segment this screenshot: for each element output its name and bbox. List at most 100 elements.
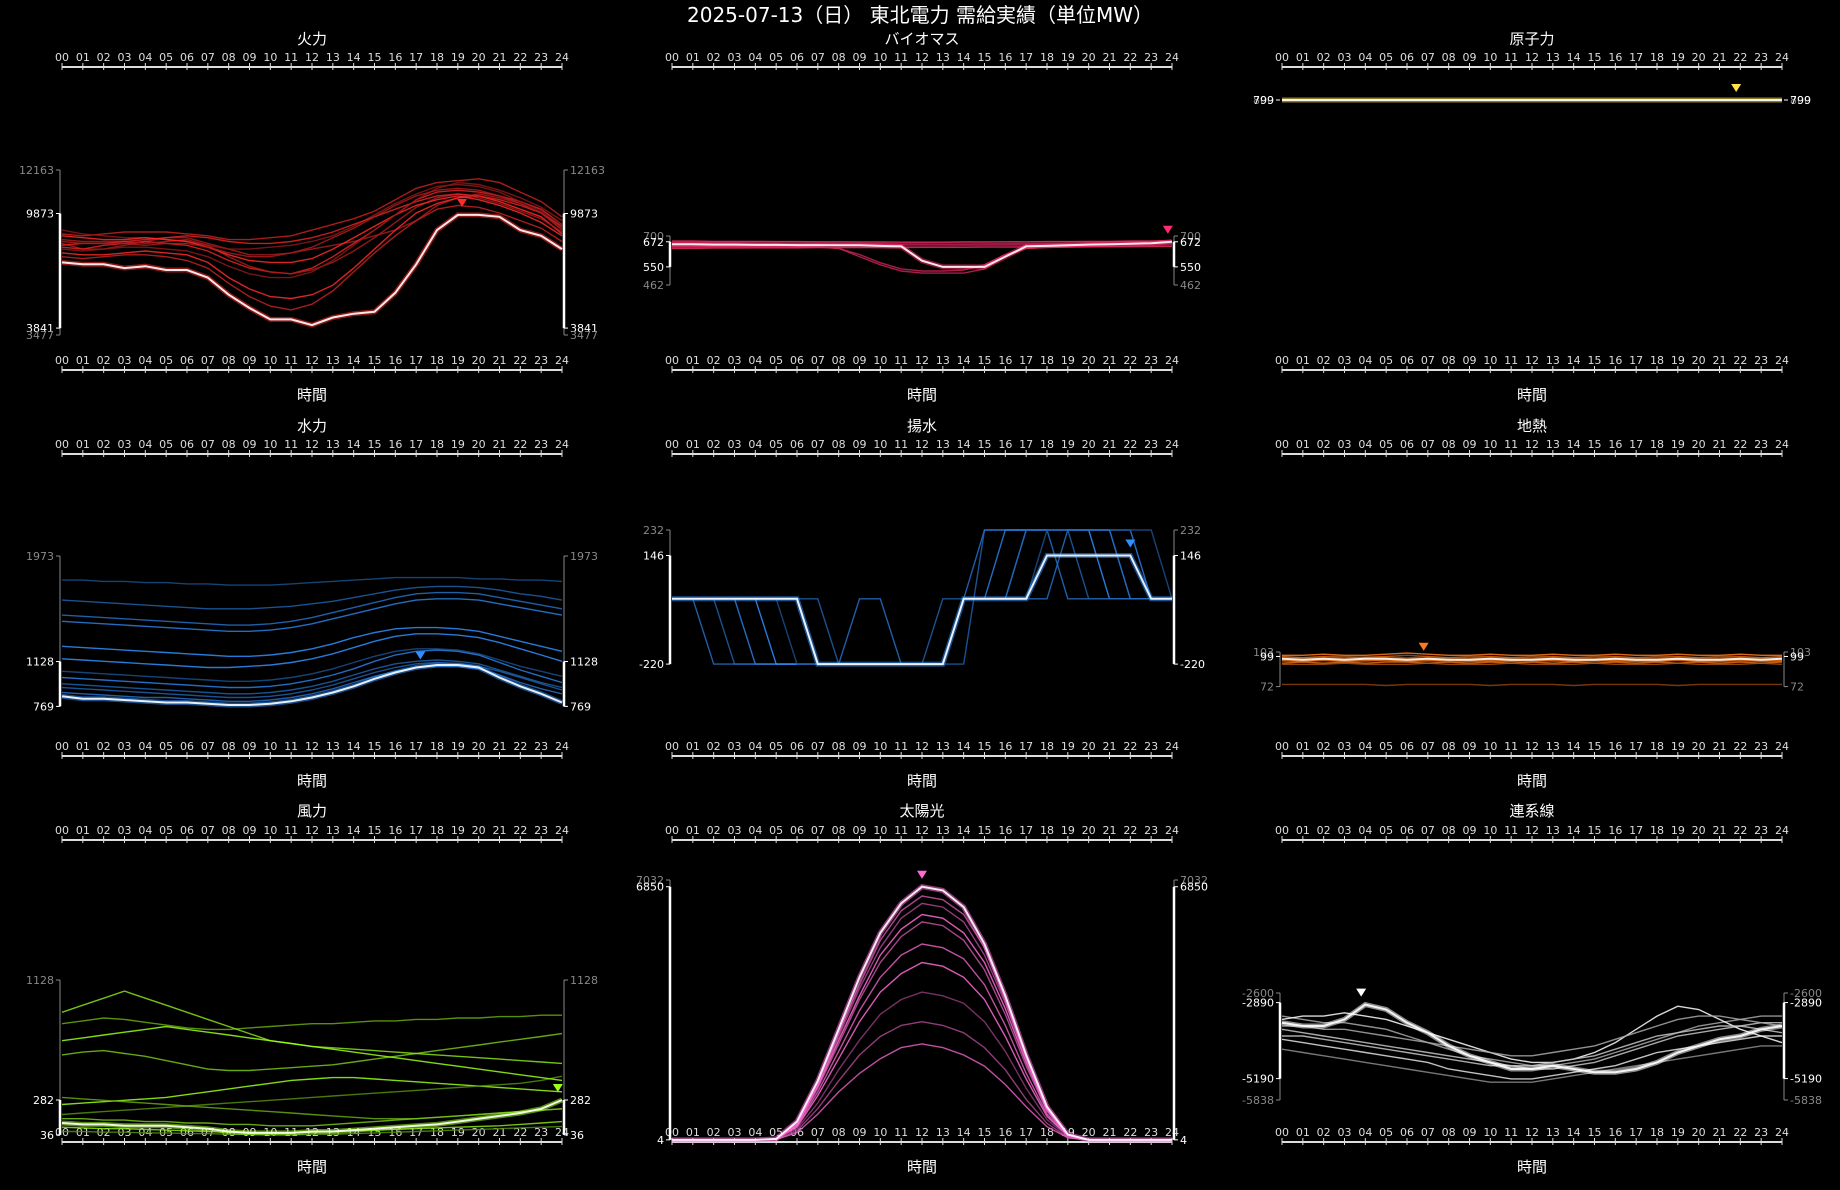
panel-4-ytick-label: 146 xyxy=(1180,550,1201,563)
panel-5-top-tick-label: 24 xyxy=(1775,438,1789,451)
panel-0-series-line xyxy=(61,195,563,264)
panel-7-top-tick-label: 03 xyxy=(728,824,742,837)
panel-8-ytick-label: -5190 xyxy=(1242,1073,1274,1086)
panel-7-series-line xyxy=(672,961,1172,1141)
panel-2-bottom-tick-label: 19 xyxy=(1671,354,1685,367)
panel-0-top-tick-label: 05 xyxy=(159,51,173,64)
panel-1-bottom-tick-label: 00 xyxy=(665,354,679,367)
panel-4-top-tick-label: 03 xyxy=(728,438,742,451)
panel-3-bottom-tick-label: 22 xyxy=(513,740,527,753)
panel-0-top-tick-label: 17 xyxy=(409,51,423,64)
panel-5-bottom-tick-label: 02 xyxy=(1317,740,1331,753)
panel-0-bottom-tick-label: 24 xyxy=(555,354,569,367)
panel-5-bottom-tick-label: 00 xyxy=(1275,740,1289,753)
panel-2-bottom-tick-label: 12 xyxy=(1525,354,1539,367)
panel-5-top-tick-label: 20 xyxy=(1692,438,1706,451)
panel-6-top-tick-label: 00 xyxy=(55,824,69,837)
panel-1-top-tick-label: 21 xyxy=(1103,51,1117,64)
panel-7-series-line xyxy=(672,1020,1172,1141)
panel-3-bottom-tick-label: 01 xyxy=(76,740,90,753)
panel-3-ytick-label: 1973 xyxy=(26,550,54,563)
panel-2-top-tick-label: 04 xyxy=(1358,51,1372,64)
panel-8-top-tick-label: 19 xyxy=(1671,824,1685,837)
panel-2-top-tick-label: 23 xyxy=(1754,51,1768,64)
panel-8-top-tick-label: 13 xyxy=(1546,824,1560,837)
panel-4-bottom-tick-label: 17 xyxy=(1019,740,1033,753)
panel-4-title: 揚水 xyxy=(907,417,937,435)
panel-8-series-line xyxy=(1281,1005,1783,1064)
panel-4-top-tick-label: 19 xyxy=(1061,438,1075,451)
panel-0-top-tick-label: 10 xyxy=(263,51,277,64)
panel-6-highlight-line xyxy=(61,1099,563,1134)
panel-1-bottom-tick-label: 07 xyxy=(811,354,825,367)
panel-8-bottom-tick-label: 02 xyxy=(1317,1126,1331,1139)
panel-0-bottom-tick-label: 04 xyxy=(138,354,152,367)
panel-1-bottom-tick-label: 21 xyxy=(1103,354,1117,367)
panel-0-top-tick-label: 14 xyxy=(347,51,361,64)
panel-8-series-line xyxy=(1282,1025,1783,1067)
panel-1-top-tick-label: 18 xyxy=(1040,51,1054,64)
panel-7-top-tick-label: 20 xyxy=(1082,824,1096,837)
panel-3-top-tick-label: 23 xyxy=(534,438,548,451)
panel-2-top-tick-label: 00 xyxy=(1275,51,1289,64)
panel-3-top-tick-label: 13 xyxy=(326,438,340,451)
panel-1-top-tick-label: 00 xyxy=(665,51,679,64)
panel-2-title: 原子力 xyxy=(1509,30,1554,48)
panel-6-ytick-label: 36 xyxy=(40,1129,54,1142)
panel-0-bottom-tick-label: 08 xyxy=(222,354,236,367)
panel-1-bottom-tick-label: 09 xyxy=(853,354,867,367)
panel-0-bottom-tick-label: 10 xyxy=(263,354,277,367)
panel-3-series-line xyxy=(62,576,563,586)
panel-5-ytick-label: 99 xyxy=(1790,650,1804,663)
panel-2-top-tick-label: 10 xyxy=(1483,51,1497,64)
panel-4-top-tick-label: 06 xyxy=(790,438,804,451)
panel-7-top-tick-label: 09 xyxy=(853,824,867,837)
panel-7-highlight-glow xyxy=(672,884,1172,1143)
panel-0-bottom-tick-label: 07 xyxy=(201,354,215,367)
panel-5-bottom-tick-label: 23 xyxy=(1754,740,1768,753)
panel-1-peak-marker xyxy=(1162,225,1173,234)
panel-4-bottom-tick-label: 15 xyxy=(978,740,992,753)
panel-8-top-tick-label: 24 xyxy=(1775,824,1789,837)
panel-8-top-tick-label: 14 xyxy=(1567,824,1581,837)
panel-2-top-tick-label: 12 xyxy=(1525,51,1539,64)
panel-4-top-tick-label: 07 xyxy=(811,438,825,451)
panel-0-ytick-label: 12163 xyxy=(570,164,605,177)
panel-1-bottom-tick-label: 15 xyxy=(978,354,992,367)
panel-6-series-line xyxy=(61,990,563,1065)
panel-2-top-tick-label: 03 xyxy=(1338,51,1352,64)
panel-4-bottom-tick-label: 00 xyxy=(665,740,679,753)
panel-6-xlabel: 時間 xyxy=(297,1158,327,1176)
panel-8-top-tick-label: 20 xyxy=(1692,824,1706,837)
panel-4-top-tick-label: 13 xyxy=(936,438,950,451)
panel-5-series-line xyxy=(1282,683,1782,687)
panel-1-ytick-label: 550 xyxy=(643,261,664,274)
panel-5-ytick-label: 103 xyxy=(1790,646,1811,659)
panel-2-top-tick-label: 02 xyxy=(1317,51,1331,64)
panel-3-series-line xyxy=(61,648,563,682)
panel-3-top-tick-label: 20 xyxy=(472,438,486,451)
panel-3-bottom-tick-label: 04 xyxy=(138,740,152,753)
panel-3-bottom-tick-label: 12 xyxy=(305,740,319,753)
panel-0-top-tick-label: 24 xyxy=(555,51,569,64)
panel-4-bottom-tick-label: 01 xyxy=(686,740,700,753)
panel-7-bottom-tick-label: 11 xyxy=(894,1126,908,1139)
panel-6-top-tick-label: 12 xyxy=(305,824,319,837)
panel-3-top-tick-label: 21 xyxy=(493,438,507,451)
panel-0-top-tick-label: 02 xyxy=(97,51,111,64)
panel-5-top-tick-label: 15 xyxy=(1588,438,1602,451)
panel-4-peak-marker xyxy=(1125,539,1136,548)
panel-6-top-tick-label: 14 xyxy=(347,824,361,837)
panel-3-ytick-label: 769 xyxy=(570,700,591,713)
panel-0-top-tick-label: 11 xyxy=(284,51,298,64)
panel-1-ytick-label: 700 xyxy=(1180,230,1201,243)
panel-2-bottom-tick-label: 01 xyxy=(1296,354,1310,367)
panel-7-title: 太陽光 xyxy=(899,802,944,820)
panel-4-top-tick-label: 17 xyxy=(1019,438,1033,451)
panel-4-ytick-label: 146 xyxy=(643,550,664,563)
panel-5-top-tick-label: 14 xyxy=(1567,438,1581,451)
panel-2-bottom-tick-label: 09 xyxy=(1463,354,1477,367)
panel-6-top-tick-label: 13 xyxy=(326,824,340,837)
panel-0-bottom-tick-label: 15 xyxy=(368,354,382,367)
panel-5-top-tick-label: 04 xyxy=(1358,438,1372,451)
